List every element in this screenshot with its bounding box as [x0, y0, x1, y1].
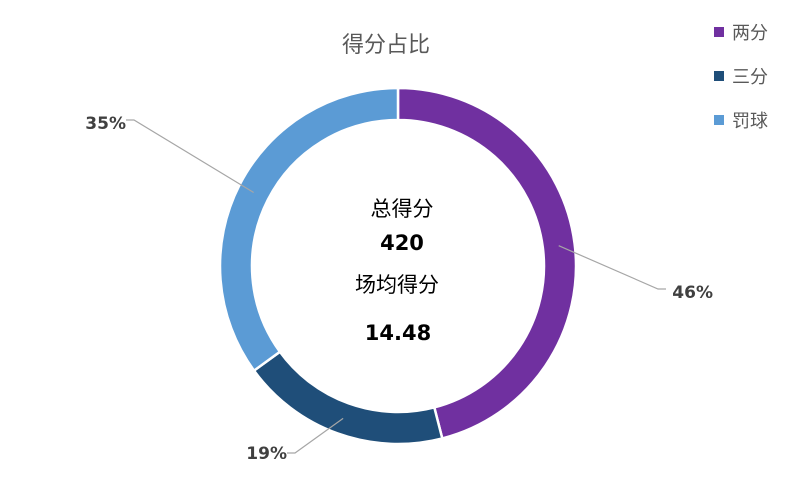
- data-label-3: 35%: [85, 114, 126, 134]
- average-score-value: 14.48: [365, 321, 431, 345]
- center-info: 总得分 420 场均得分 14.48: [355, 197, 439, 345]
- legend-swatch-1: [714, 27, 724, 37]
- slice-2: [252, 350, 444, 446]
- data-label-1: 46%: [672, 283, 713, 303]
- total-score-label: 总得分: [371, 197, 434, 221]
- leader-lines: [126, 119, 666, 454]
- legend-swatch-2: [714, 71, 724, 81]
- donut-slices: [218, 86, 578, 446]
- data-label-2: 19%: [246, 444, 287, 464]
- total-score-value: 420: [380, 231, 424, 255]
- legend-label-3: 罚球: [732, 111, 768, 132]
- chart-title: 得分占比: [342, 33, 430, 58]
- average-score-label: 场均得分: [355, 273, 439, 297]
- legend-label-2: 三分: [732, 67, 768, 88]
- legend-label-1: 两分: [732, 23, 768, 44]
- legend-swatch-3: [714, 115, 724, 125]
- leader-line-2: [287, 417, 344, 454]
- leader-line-1: [558, 245, 666, 290]
- data-labels: 46% 19% 35%: [85, 114, 713, 464]
- leader-line-3: [126, 119, 254, 193]
- slice-3: [218, 86, 400, 373]
- slice-1: [396, 86, 578, 440]
